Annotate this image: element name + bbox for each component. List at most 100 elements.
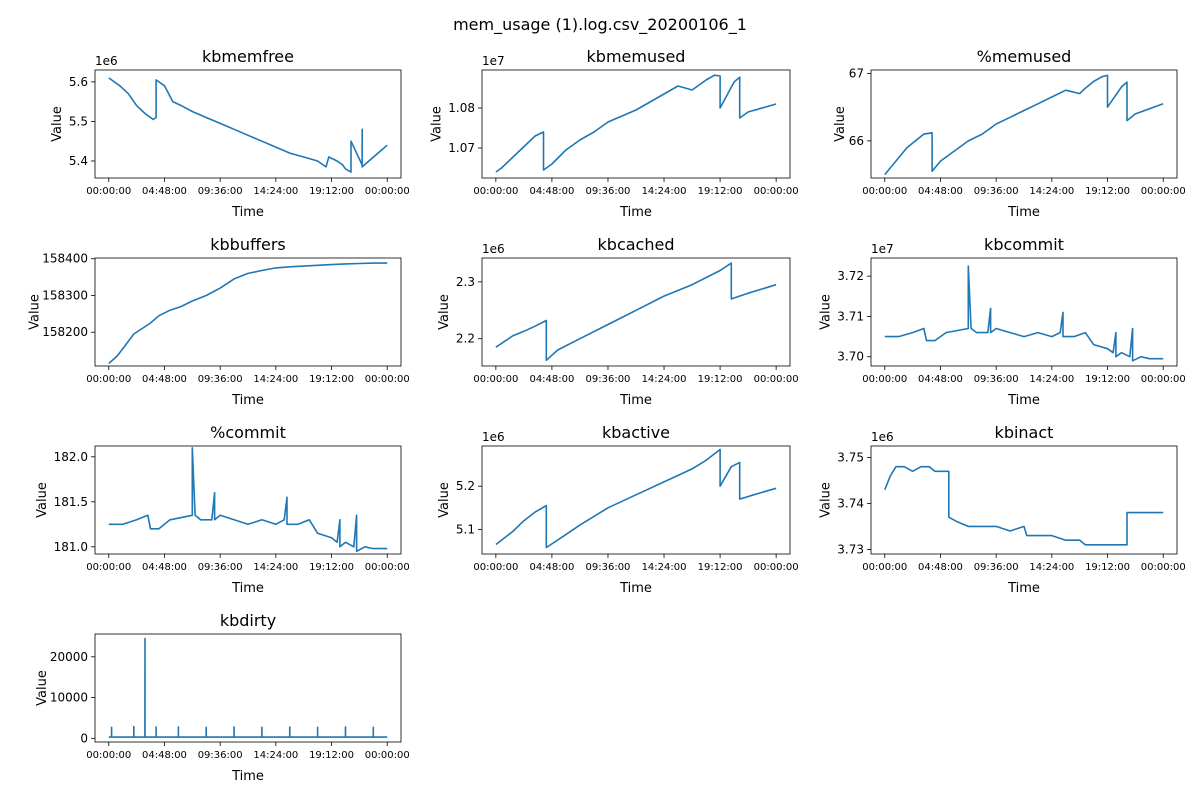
x-tick-label: 04:48:00 — [918, 186, 963, 197]
x-tick-label: 04:48:00 — [918, 374, 963, 385]
x-tick-label: 00:00:00 — [365, 186, 410, 197]
x-tick-label: 09:36:00 — [974, 374, 1019, 385]
x-tick-label: 00:00:00 — [862, 186, 907, 197]
axes-frame — [870, 69, 1178, 179]
x-axis-label: Time — [231, 205, 264, 220]
subplot-title: %memused — [977, 47, 1072, 66]
y-tick-label: 182.0 — [54, 450, 88, 464]
axis-offset-label: 1e6 — [871, 430, 894, 444]
axis-offset-label: 1e6 — [482, 242, 505, 256]
axis-offset-label: 1e7 — [871, 242, 894, 256]
y-axis-label: Value — [50, 106, 65, 142]
y-tick-label: 3.75 — [837, 450, 864, 464]
x-axis-label: Time — [231, 769, 264, 784]
x-tick-label: 19:12:00 — [1085, 562, 1130, 573]
x-tick-label: 14:24:00 — [642, 374, 687, 385]
axes-frame — [94, 445, 402, 555]
series-line — [108, 262, 388, 365]
x-tick-label: 04:48:00 — [142, 186, 187, 197]
x-tick-label: 09:36:00 — [198, 186, 243, 197]
x-tick-label: 00:00:00 — [473, 374, 518, 385]
x-tick-label: 09:36:00 — [586, 186, 631, 197]
y-tick-label: 5.5 — [69, 114, 88, 128]
y-axis-label: Value — [437, 482, 452, 518]
series-line — [495, 262, 777, 362]
x-tick-label: 00:00:00 — [86, 750, 131, 761]
x-tick-label: 00:00:00 — [365, 374, 410, 385]
x-tick-label: 14:24:00 — [253, 374, 298, 385]
x-tick-label: 00:00:00 — [754, 186, 799, 197]
subplot-9: kbdirty 00:00:00 04:48:00 09:36:00 14:24:00 1… — [35, 611, 410, 784]
y-tick-label: 3.71 — [837, 309, 864, 323]
subplot-5: kbcommit 1e7 00:00:00 04:48:00 09:36:00 14:24… — [818, 235, 1185, 408]
y-tick-label: 3.72 — [837, 269, 864, 283]
x-tick-label: 04:48:00 — [918, 562, 963, 573]
x-tick-label: 19:12:00 — [309, 750, 354, 761]
y-axis-label: Value — [833, 106, 848, 142]
x-tick-label: 00:00:00 — [862, 562, 907, 573]
x-tick-label: 00:00:00 — [86, 374, 131, 385]
y-tick-label: 2.2 — [456, 332, 475, 346]
x-axis-label: Time — [1007, 581, 1040, 596]
x-tick-label: 19:12:00 — [1085, 374, 1130, 385]
x-tick-label: 00:00:00 — [365, 750, 410, 761]
x-tick-label: 09:36:00 — [586, 562, 631, 573]
subplot-title: kbcommit — [984, 235, 1064, 254]
x-tick-label: 14:24:00 — [1029, 562, 1074, 573]
subplot-title: %commit — [210, 423, 286, 442]
y-axis-label: Value — [28, 294, 43, 330]
axes-frame — [94, 633, 402, 743]
subplot-3: kbbuffers 00:00:00 04:48:00 09:36:00 14:24:0… — [28, 235, 410, 408]
y-axis-label: Value — [818, 294, 833, 330]
x-tick-label: 09:36:00 — [198, 374, 243, 385]
x-axis-label: Time — [231, 581, 264, 596]
y-tick-label: 1.07 — [448, 141, 475, 155]
subplot-4: kbcached 1e6 00:00:00 04:48:00 09:36:00 14:24… — [437, 235, 799, 408]
figure-title: mem_usage (1).log.csv_20200106_1 — [453, 15, 747, 35]
x-tick-label: 09:36:00 — [974, 186, 1019, 197]
y-tick-label: 5.2 — [456, 479, 475, 493]
series-line — [108, 446, 388, 553]
subplot-title: kbinact — [995, 423, 1054, 442]
x-tick-label: 00:00:00 — [365, 562, 410, 573]
axis-offset-label: 1e6 — [95, 54, 118, 68]
x-tick-label: 09:36:00 — [974, 562, 1019, 573]
y-axis-label: Value — [35, 482, 50, 518]
x-tick-label: 00:00:00 — [473, 186, 518, 197]
x-tick-label: 14:24:00 — [642, 562, 687, 573]
y-axis-label: Value — [818, 482, 833, 518]
x-tick-label: 14:24:00 — [1029, 186, 1074, 197]
y-tick-label: 181.5 — [54, 495, 88, 509]
y-tick-label: 158200 — [42, 325, 88, 339]
x-tick-label: 00:00:00 — [862, 374, 907, 385]
x-tick-label: 09:36:00 — [198, 750, 243, 761]
x-tick-label: 04:48:00 — [142, 374, 187, 385]
x-tick-label: 19:12:00 — [698, 186, 743, 197]
x-tick-label: 09:36:00 — [586, 374, 631, 385]
series-line — [108, 77, 388, 173]
x-axis-label: Time — [1007, 205, 1040, 220]
y-tick-label: 158400 — [42, 252, 88, 266]
x-tick-label: 00:00:00 — [754, 374, 799, 385]
axes-frame — [94, 69, 402, 179]
y-tick-label: 2.3 — [456, 275, 475, 289]
y-tick-label: 10000 — [50, 691, 88, 705]
y-tick-label: 0 — [80, 731, 88, 745]
x-axis-label: Time — [619, 581, 652, 596]
x-axis-label: Time — [619, 205, 652, 220]
x-tick-label: 04:48:00 — [142, 562, 187, 573]
y-tick-label: 181.0 — [54, 540, 88, 554]
y-tick-label: 67 — [849, 66, 864, 80]
x-tick-label: 00:00:00 — [1141, 562, 1186, 573]
axes-frame — [870, 445, 1178, 555]
subplot-0: kbmemfree 1e6 00:00:00 04:48:00 09:36:00 14:2… — [50, 47, 410, 220]
y-tick-label: 158300 — [42, 288, 88, 302]
series-line — [495, 448, 777, 549]
x-tick-label: 04:48:00 — [529, 374, 574, 385]
x-tick-label: 00:00:00 — [86, 186, 131, 197]
series-line — [495, 74, 777, 173]
x-tick-label: 00:00:00 — [754, 562, 799, 573]
axis-offset-label: 1e6 — [482, 430, 505, 444]
axes-frame — [94, 257, 402, 367]
